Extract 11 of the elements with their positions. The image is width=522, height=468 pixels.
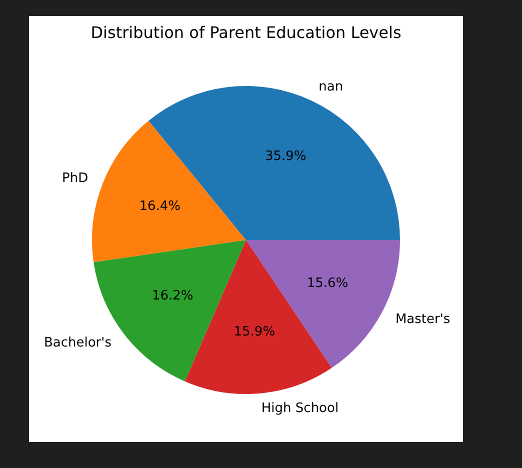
data-label: 15.6% bbox=[306, 276, 348, 291]
chart-title: Distribution of Parent Education Levels bbox=[90, 23, 402, 42]
data-label: 16.2% bbox=[152, 288, 194, 304]
slice-label: PhD bbox=[62, 171, 88, 186]
slice-label: High School bbox=[261, 401, 339, 416]
slice-label: nan bbox=[318, 79, 344, 94]
slice-label: Master's bbox=[395, 312, 450, 328]
slice-label: Bachelor's bbox=[44, 335, 112, 350]
data-label: 15.9% bbox=[234, 324, 276, 340]
data-label: 16.4% bbox=[139, 198, 181, 214]
data-label: 35.9% bbox=[264, 148, 306, 164]
